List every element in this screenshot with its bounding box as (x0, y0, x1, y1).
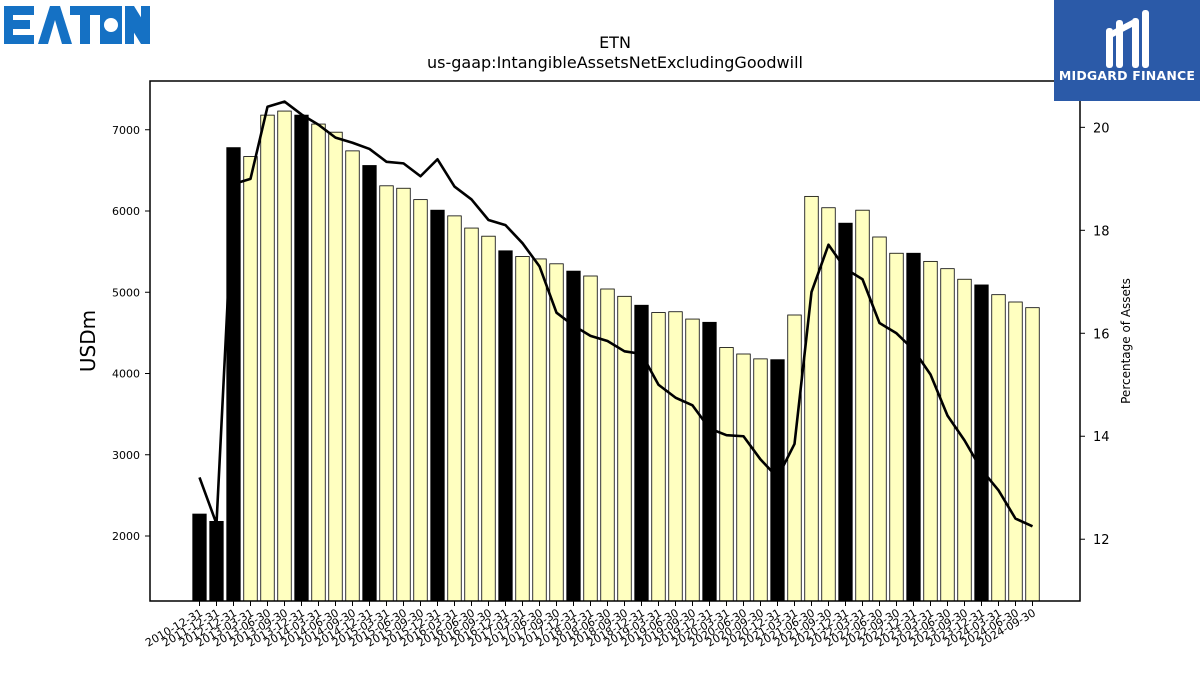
bar-2019-06-30 (668, 311, 683, 602)
bar-2015-03-31 (379, 185, 394, 602)
eaton-logo (4, 2, 160, 48)
bar-2018-12-31 (634, 304, 649, 602)
bar-2022-12-31 (906, 252, 921, 602)
bar-2016-09-30 (481, 235, 496, 602)
midgard-logo-mark (1106, 10, 1149, 68)
bar-2016-06-30 (464, 227, 479, 602)
bar-2021-06-30 (804, 195, 819, 602)
y-tick-label-2000: 2000 (112, 530, 140, 543)
bar-2024-03-31 (991, 294, 1006, 602)
eaton-logo-mark (4, 6, 150, 44)
bar-2024-09-30 (1025, 307, 1040, 602)
bar-2019-12-31 (702, 321, 717, 602)
bar-2024-06-30 (1008, 301, 1023, 602)
bar-2014-06-30 (328, 131, 343, 602)
bar-2017-03-31 (515, 256, 530, 602)
bar-2023-06-30 (940, 268, 955, 602)
y-tick-label-3000: 3000 (112, 449, 140, 462)
bar-2021-09-30 (821, 207, 836, 602)
bar-2011-12-31 (209, 520, 224, 602)
bar-2020-06-30 (736, 353, 751, 602)
bar-2022-06-30 (872, 236, 887, 602)
bar-2020-09-30 (753, 358, 768, 602)
bar-2022-09-30 (889, 252, 904, 602)
bar-2019-09-30 (685, 318, 700, 602)
plot-frame (149, 80, 1081, 602)
bar-2014-12-31 (362, 165, 377, 602)
bar-2014-09-30 (345, 150, 360, 602)
y2-tick-label-16: 16 (1093, 327, 1110, 342)
eaton-logo-dot (104, 18, 118, 32)
bar-2015-09-30 (413, 199, 428, 602)
y2-tick-label-20: 20 (1093, 121, 1110, 136)
y-tick-label-6000: 6000 (112, 205, 140, 218)
bar-2018-03-31 (583, 275, 598, 602)
bars (192, 110, 1040, 602)
bar-2018-09-30 (617, 295, 632, 602)
y2-axis-label: Percentage of Assets (1119, 278, 1133, 404)
bar-2016-03-31 (447, 215, 462, 602)
y2-tick-label-18: 18 (1093, 224, 1110, 239)
bar-2017-09-30 (549, 263, 564, 602)
bar-2015-12-31 (430, 209, 445, 602)
bar-2014-03-31 (311, 123, 326, 602)
y-axis-label: USDm (76, 310, 100, 372)
bar-2020-03-31 (719, 347, 734, 602)
bar-2019-03-31 (651, 312, 666, 602)
y-tick-label-4000: 4000 (112, 368, 140, 381)
axes: 20003000400050006000700012141618202010-1… (112, 80, 1110, 650)
bar-2023-12-31 (974, 284, 989, 602)
y2-tick-label-14: 14 (1093, 430, 1110, 445)
midgard-finance-logo: MIDGARD FINANCE (1054, 0, 1200, 101)
bar-2013-09-30 (277, 110, 292, 602)
y-tick-label-5000: 5000 (112, 286, 140, 299)
bar-2013-06-30 (260, 114, 275, 602)
bar-2021-03-31 (787, 314, 802, 602)
y-tick-label-7000: 7000 (112, 124, 140, 137)
bar-2022-03-31 (855, 209, 870, 602)
bar-2020-12-31 (770, 359, 785, 602)
bar-2010-12-31 (192, 513, 207, 602)
line-layer (198, 100, 1034, 528)
percentage-of-assets-line (198, 100, 1034, 528)
bar-2018-06-30 (600, 288, 615, 602)
midgard-logo-text: MIDGARD FINANCE (1058, 68, 1196, 83)
chart-title: ETN (599, 33, 631, 52)
bar-2021-12-31 (838, 222, 853, 602)
bar-2023-03-31 (923, 260, 938, 602)
y2-tick-label-12: 12 (1093, 533, 1110, 548)
chart-subtitle: us-gaap:IntangibleAssetsNetExcludingGood… (427, 53, 803, 72)
bar-2013-03-31 (243, 156, 258, 602)
bar-2016-12-31 (498, 250, 513, 602)
bar-2015-06-30 (396, 187, 411, 602)
bar-2017-06-30 (532, 258, 547, 602)
bar-2013-12-31 (294, 114, 309, 602)
bar-2012-12-31 (226, 147, 241, 602)
